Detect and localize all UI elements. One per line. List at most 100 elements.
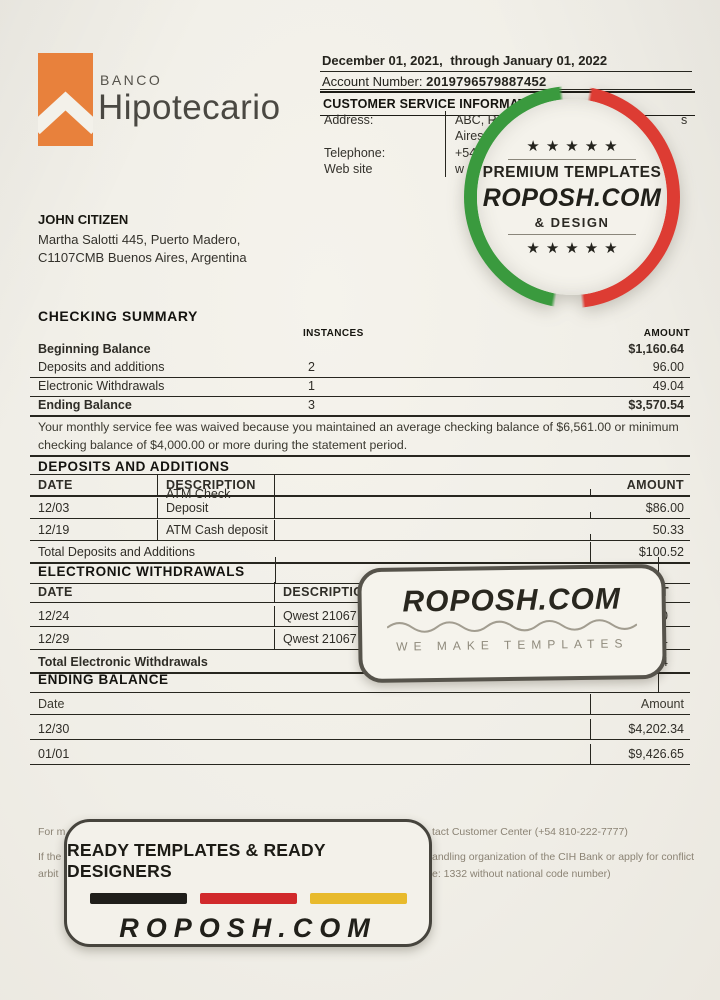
footer-line1-right: tact Customer Center (+54 810-222-7777) [432,826,628,838]
ending-balance-title: ENDING BALANCE [38,672,169,687]
account-number-line: Account Number: 2019796579887452 [322,74,547,90]
deposit-empty [275,534,591,540]
ending-row-amount: $4,202.34 [628,722,684,736]
table-row: Electronic Withdrawals 1 49.04 [30,378,690,397]
customer-service-title: CUSTOMER SERVICE INFORMATION [323,97,549,111]
period-start: December 01, 2021, [322,53,443,68]
summary-row-amount: 49.04 [652,379,684,393]
roposh-watermark-badge: ★★★★★ PREMIUM TEMPLATES ROPOSH.COM & DES… [464,86,680,308]
stamp-tagline-text: WE MAKE TEMPLATES [396,636,629,654]
badge-divider [508,234,636,235]
summary-col-instances: INSTANCES [303,328,364,339]
address-value-right-fragment: s [681,113,688,127]
table-header-row: DATE DESCRIPTION AMOUNT [30,474,690,497]
summary-row-label: Electronic Withdrawals [38,379,165,393]
deposits-col-empty [275,489,591,495]
summary-row-amount: 96.00 [652,360,684,374]
bank-name-large: Hipotecario [98,88,281,127]
withdrawal-date: 12/24 [30,605,275,626]
table-row: 12/19 ATM Cash deposit 50.33 [30,519,690,541]
statement-period: December 01, 2021, through January 01, 2… [322,53,692,69]
info-table-divider [445,111,446,177]
summary-row-amount: $1,160.64 [628,342,684,356]
recipient-address-line1: Martha Salotti 445, Puerto Madero, [38,232,241,247]
table-row: Beginning Balance $1,160.64 [30,341,690,359]
table-header-row: Date Amount [30,692,690,715]
period-end: through January 01, 2022 [450,53,608,68]
account-number-label: Account Number: [322,74,423,89]
summary-row-instances: 3 [308,398,315,412]
badge-divider [508,159,636,160]
color-bars [89,893,407,904]
deposit-amount: $86.00 [645,501,684,515]
summary-table: Beginning Balance $1,160.64 Deposits and… [30,341,690,417]
bank-name-small: BANCO [100,72,163,88]
wavy-line-icon [386,619,638,633]
address-label: Address: [324,113,374,127]
deposits-table: DATE DESCRIPTION AMOUNT 12/03 ATM Check … [30,474,690,564]
table-row: 12/30 $4,202.34 [30,715,690,740]
footer-line3-left: arbit [38,868,59,880]
ending-row-date: 12/30 [30,719,591,739]
website-value-fragment: w [455,162,465,176]
deposit-empty [275,512,591,518]
deposits-col-amount: AMOUNT [626,478,684,492]
ending-balance-table: Date Amount 12/30 $4,202.34 01/01 $9,426… [30,692,690,765]
stars-top-icon: ★★★★★ [526,138,624,155]
website-label: Web site [324,162,373,176]
footer-line2-left: If the [38,851,62,863]
recipient-address-line2: C1107CMB Buenos Aires, Argentina [38,250,247,265]
stamp-brand-text: ROPOSH.COM [119,913,377,943]
deposits-total-label: Total Deposits and Additions [30,542,591,562]
withdrawal-date: 12/29 [30,629,275,649]
ending-row-amount: $9,426.65 [628,747,684,761]
stars-bottom-icon: ★★★★★ [526,240,624,257]
table-row: 12/03 ATM Check Deposit $86.00 [30,484,690,519]
divider [275,557,276,583]
stamp-title-text: READY TEMPLATES & READY DESIGNERS [67,840,326,881]
summary-row-label: Deposits and additions [38,360,165,374]
footer-line2-right: andling organization of the CIH Bank or … [432,851,695,863]
badge-design-text: & DESIGN [534,215,610,230]
deposit-description: ATM Cash deposit [158,520,275,540]
badge-premium-text: PREMIUM TEMPLATES [482,164,662,181]
deposit-description: ATM Check Deposit [158,484,275,518]
chevron-house-icon [30,91,101,135]
ending-row-date: 01/01 [30,744,591,764]
summary-row-instances: 2 [308,360,315,374]
roposh-bottom-stamp: READY TEMPLATES & READY DESIGNERS ROPOSH… [64,819,432,947]
black-bar-icon [89,893,187,904]
footer-line3-right: e: 1332 without national code number) [432,868,611,880]
address-line2-fragment: Aires [455,129,484,143]
summary-row-instances: 1 [308,379,315,393]
table-row: 01/01 $9,426.65 [30,740,690,765]
divider [30,455,690,457]
table-row: Ending Balance 3 $3,570.54 [30,397,690,417]
stamp-brand-text: ROPOSH.COM [402,582,622,619]
red-bar-icon [199,893,297,904]
summary-row-label: Ending Balance [38,398,132,412]
account-number-value: 2019796579887452 [426,74,547,89]
fee-waiver-note-line2: checking balance of $4,000.00 or more du… [38,438,408,452]
summary-col-amount: AMOUNT [643,328,690,339]
table-total-row: Total Deposits and Additions $100.52 [30,541,690,564]
table-row: Deposits and additions 2 96.00 [30,359,690,378]
ending-col-amount: Amount [640,697,684,711]
badge-brand-text: ROPOSH.COM [482,184,662,212]
deposits-col-date: DATE [30,475,158,495]
withdrawals-title: ELECTRONIC WITHDRAWALS [38,564,245,579]
ending-col-date: Date [30,694,591,714]
summary-row-label: Beginning Balance [38,342,151,356]
summary-row-amount: $3,570.54 [628,398,684,412]
recipient-name: JOHN CITIZEN [38,212,129,227]
deposit-date: 12/03 [30,498,158,518]
yellow-bar-icon [309,893,407,904]
badge-body: ★★★★★ PREMIUM TEMPLATES ROPOSH.COM & DES… [477,99,667,295]
divider [320,89,692,90]
footer-line1-left: For m [38,826,66,838]
divider [320,71,692,72]
deposits-total-amount: $100.52 [638,545,684,559]
divider [658,557,659,583]
deposit-amount: 50.33 [652,523,684,537]
telephone-label: Telephone: [324,146,386,160]
